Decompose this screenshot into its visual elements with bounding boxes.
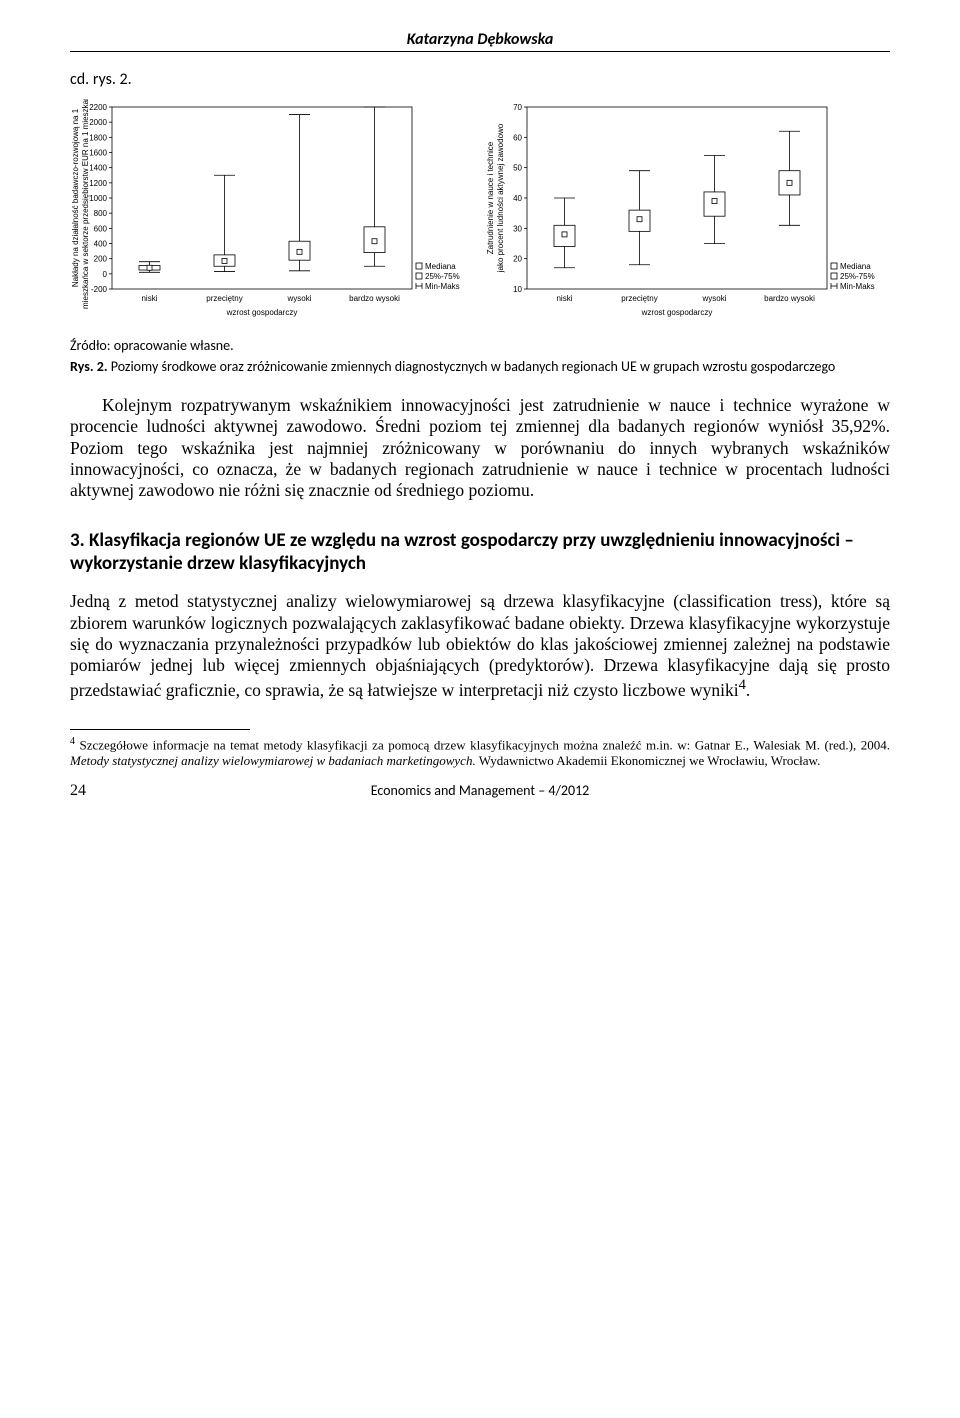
svg-text:70: 70	[513, 103, 522, 112]
svg-text:10: 10	[513, 285, 522, 294]
svg-text:wzrost gospodarczy: wzrost gospodarczy	[641, 308, 713, 317]
svg-text:400: 400	[94, 240, 108, 249]
svg-text:1800: 1800	[89, 133, 107, 142]
footnote-separator	[70, 729, 250, 730]
footnote-ref: 4	[739, 677, 746, 693]
svg-text:600: 600	[94, 224, 108, 233]
svg-text:2200: 2200	[89, 103, 107, 112]
svg-text:Min-Maks: Min-Maks	[425, 282, 460, 291]
svg-text:25%-75%: 25%-75%	[840, 272, 875, 281]
svg-text:1200: 1200	[89, 179, 107, 188]
svg-text:0: 0	[103, 270, 108, 279]
svg-text:Zatrudnienie w nauce i technic: Zatrudnienie w nauce i technicejako proc…	[486, 123, 505, 273]
figure-caption-text: Poziomy środkowe oraz zróżnicowanie zmie…	[111, 358, 836, 375]
svg-text:200: 200	[94, 255, 108, 264]
svg-text:30: 30	[513, 224, 522, 233]
svg-text:Mediana: Mediana	[840, 262, 871, 271]
svg-text:1000: 1000	[89, 194, 107, 203]
svg-text:wzrost gospodarczy: wzrost gospodarczy	[226, 308, 298, 317]
svg-text:Nakłady na działalność badawcz: Nakłady na działalność badawczo-rozwojow…	[71, 99, 90, 309]
svg-text:2000: 2000	[89, 118, 107, 127]
boxplot-right: 10 20 30 40 50 60 70 Zatrudnienie w nauce i tec…	[485, 99, 890, 319]
svg-text:20: 20	[513, 255, 522, 264]
svg-text:Mediana: Mediana	[425, 262, 456, 271]
page-header-author: Katarzyna Dębkowska	[70, 30, 890, 52]
footnote: 4 Szczegółowe informacje na temat metody…	[70, 736, 890, 769]
body-paragraph-2: Jedną z metod statystycznej analizy wiel…	[70, 591, 890, 701]
svg-text:1600: 1600	[89, 149, 107, 158]
svg-text:niski: niski	[556, 294, 572, 303]
svg-text:40: 40	[513, 194, 522, 203]
svg-text:25%-75%: 25%-75%	[425, 272, 460, 281]
page-footer: 24 Economics and Management – 4/2012	[70, 782, 890, 799]
svg-text:800: 800	[94, 209, 108, 218]
footer-journal: Economics and Management – 4/2012	[371, 782, 590, 799]
svg-text:60: 60	[513, 133, 522, 142]
section-heading: 3. Klasyfikacja regionów UE ze względu n…	[70, 530, 890, 576]
svg-text:przeciętny: przeciętny	[206, 294, 242, 303]
svg-text:bardzo wysoki: bardzo wysoki	[349, 294, 400, 303]
svg-text:wysoki: wysoki	[701, 294, 726, 303]
figure-source: Źródło: opracowanie własne.	[70, 337, 890, 354]
body-paragraph-1: Kolejnym rozpatrywanym wskaźnikiem innow…	[70, 395, 890, 502]
svg-text:1400: 1400	[89, 164, 107, 173]
svg-text:bardzo wysoki: bardzo wysoki	[764, 294, 815, 303]
figure-caption-num: Rys. 2.	[70, 358, 108, 375]
figure-caption: Rys. 2. Poziomy środkowe oraz zróżnicowa…	[70, 358, 890, 375]
svg-text:Min-Maks: Min-Maks	[840, 282, 875, 291]
charts-row: -200 0 200 400 600 800 1000 1200 1400 1600 1800 200…	[70, 99, 890, 319]
svg-text:wysoki: wysoki	[286, 294, 311, 303]
svg-text:50: 50	[513, 164, 522, 173]
svg-text:-200: -200	[91, 285, 108, 294]
figure-cont-label: cd. rys. 2.	[70, 70, 890, 89]
page-number: 24	[70, 782, 86, 800]
svg-text:przeciętny: przeciętny	[621, 294, 657, 303]
boxplot-left: -200 0 200 400 600 800 1000 1200 1400 1600 1800 200…	[70, 99, 475, 319]
svg-text:niski: niski	[141, 294, 157, 303]
